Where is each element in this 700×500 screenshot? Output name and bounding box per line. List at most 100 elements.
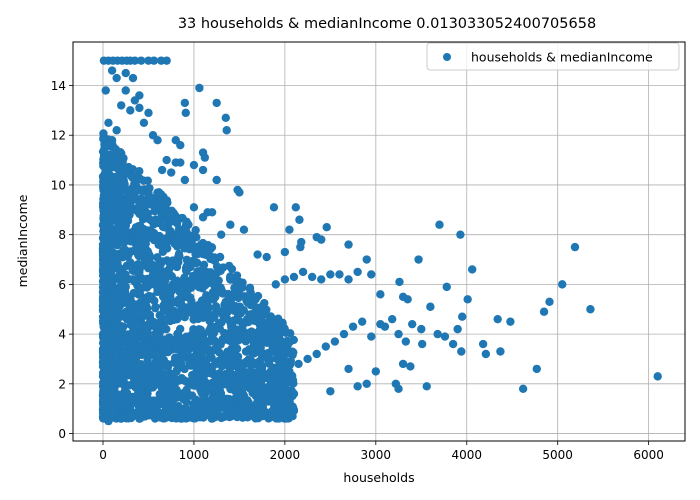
data-point	[162, 411, 171, 421]
data-point	[246, 366, 256, 375]
data-point	[189, 203, 199, 212]
data-point	[289, 379, 298, 388]
data-point	[116, 351, 125, 360]
data-point	[282, 379, 291, 388]
data-point	[186, 391, 195, 400]
data-point	[149, 56, 159, 65]
data-point	[144, 291, 154, 301]
data-point	[417, 339, 427, 349]
data-point	[144, 264, 153, 273]
data-point	[426, 302, 435, 311]
data-point	[173, 258, 182, 267]
y-axis-ticks: 0 2 4 6 8 10 12 14	[51, 79, 73, 441]
data-point	[294, 359, 303, 369]
data-point	[135, 268, 144, 277]
data-point	[174, 249, 184, 259]
data-point	[348, 322, 358, 331]
data-point	[100, 280, 110, 289]
data-point	[189, 160, 199, 170]
data-point	[506, 317, 515, 326]
x-axis-label: households	[343, 470, 414, 485]
data-point	[283, 395, 293, 404]
data-point	[289, 348, 298, 357]
data-point	[271, 280, 280, 289]
data-point	[115, 182, 124, 192]
data-point	[401, 337, 411, 346]
data-point	[207, 276, 217, 286]
data-point	[222, 126, 231, 135]
data-point	[128, 73, 138, 83]
data-point	[136, 332, 145, 342]
data-point	[154, 318, 163, 328]
y-tick-label: 0	[58, 427, 66, 441]
data-point	[99, 250, 109, 259]
data-point	[321, 342, 331, 351]
data-point	[168, 308, 177, 317]
data-point	[124, 250, 133, 260]
data-point	[255, 363, 264, 373]
data-point	[104, 118, 113, 127]
data-point	[158, 292, 168, 301]
data-point	[180, 404, 190, 413]
data-point	[217, 230, 226, 239]
data-point	[147, 200, 156, 209]
legend-marker	[443, 53, 451, 61]
data-point	[177, 236, 187, 245]
data-point	[130, 318, 140, 327]
data-point	[110, 364, 119, 374]
data-point	[407, 319, 417, 329]
data-point	[162, 56, 171, 65]
data-point	[179, 311, 188, 320]
data-point	[176, 140, 185, 150]
data-point	[247, 327, 256, 336]
data-point	[107, 66, 117, 75]
data-point	[143, 355, 152, 365]
data-point	[266, 379, 275, 389]
data-point	[453, 324, 462, 334]
data-point	[239, 225, 249, 234]
data-point	[100, 140, 109, 149]
data-point	[129, 288, 138, 298]
data-point	[139, 400, 148, 410]
data-point	[463, 295, 472, 304]
x-tick-label: 0	[99, 448, 107, 462]
data-point	[545, 297, 554, 306]
legend-box	[426, 42, 680, 71]
data-point	[165, 264, 174, 273]
data-point	[171, 408, 180, 417]
data-point	[118, 157, 127, 167]
data-point	[161, 276, 170, 285]
data-point	[141, 310, 151, 320]
data-point	[189, 331, 198, 340]
data-point	[245, 284, 255, 294]
data-points	[98, 56, 662, 426]
data-point	[456, 230, 465, 239]
data-point	[200, 153, 210, 162]
data-point	[330, 337, 340, 346]
data-point	[108, 256, 117, 266]
data-point	[160, 398, 170, 407]
data-point	[154, 196, 163, 205]
data-point	[181, 266, 191, 275]
data-point	[100, 305, 109, 314]
data-point	[417, 324, 426, 334]
data-point	[106, 239, 116, 249]
data-point	[414, 255, 423, 264]
data-point	[134, 195, 143, 204]
data-point	[259, 329, 268, 339]
data-point	[185, 236, 194, 246]
data-point	[122, 297, 131, 306]
data-point	[162, 341, 172, 351]
data-point	[218, 412, 227, 422]
data-point	[212, 305, 221, 314]
data-point	[226, 399, 235, 408]
data-point	[130, 96, 140, 105]
data-point	[238, 283, 247, 292]
data-point	[126, 258, 135, 267]
data-point	[280, 247, 290, 257]
data-point	[263, 352, 272, 361]
data-point	[106, 390, 115, 400]
data-point	[192, 258, 202, 267]
data-point	[116, 264, 125, 273]
data-point	[213, 287, 222, 297]
